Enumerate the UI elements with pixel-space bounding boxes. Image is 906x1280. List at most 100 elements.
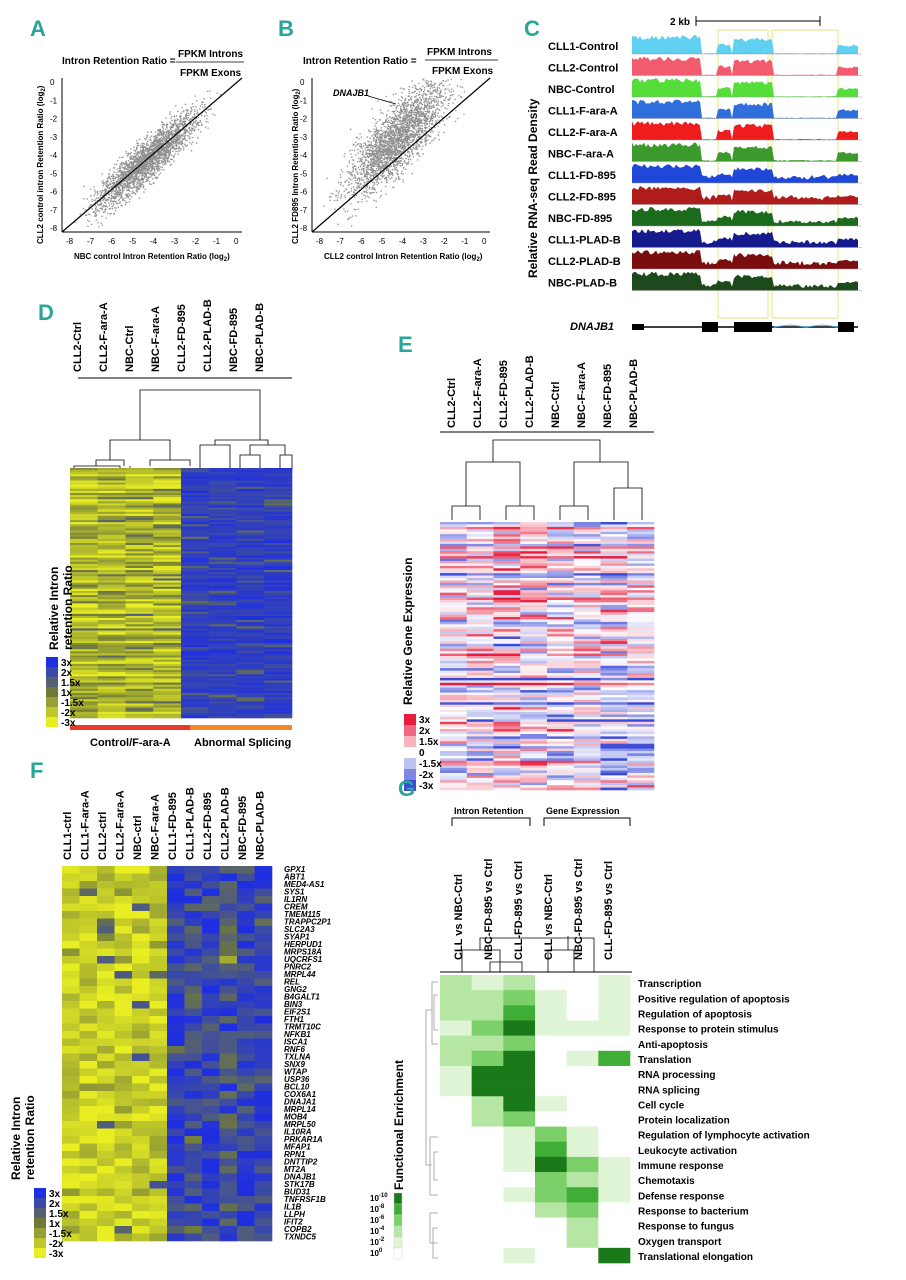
scatter-point — [163, 132, 165, 134]
scatter-point — [434, 101, 436, 103]
scatter-point — [130, 177, 132, 179]
scatter-point — [184, 123, 187, 126]
scatter-point — [424, 116, 426, 119]
scatter-point — [157, 132, 159, 134]
scatter-point — [107, 177, 109, 179]
scatter-point — [364, 164, 366, 167]
scatter-point — [188, 119, 190, 122]
scatter-point — [109, 213, 111, 215]
scatter-point — [423, 133, 425, 135]
scatter-point — [132, 183, 134, 185]
scatter-point — [169, 111, 171, 113]
scatter-point — [153, 150, 156, 153]
scatter-point — [142, 183, 144, 186]
scatter-point — [357, 143, 359, 145]
scatter-point — [163, 138, 165, 140]
scatter-point — [370, 147, 372, 149]
scatter-point — [366, 171, 368, 173]
scatter-point — [355, 181, 357, 184]
scatter-point — [427, 82, 429, 85]
scatter-point — [105, 208, 107, 210]
scatter-point — [149, 136, 152, 138]
scatter-point — [155, 166, 157, 168]
scatter-point — [400, 119, 402, 122]
scatter-point — [161, 140, 163, 142]
panel-b-scatter — [311, 77, 491, 233]
scatter-point — [409, 105, 412, 107]
scatter-point — [408, 129, 410, 131]
scatter-point — [366, 154, 368, 157]
scatter-point — [153, 136, 155, 138]
scatter-point — [173, 138, 175, 140]
scatter-point — [153, 149, 155, 151]
scatter-point — [94, 212, 96, 214]
scatter-point — [161, 160, 164, 162]
scatter-point — [147, 172, 149, 174]
scatter-point — [360, 146, 362, 148]
scatter-point — [150, 166, 152, 168]
scatter-point — [382, 123, 384, 126]
scatter-point — [179, 135, 181, 137]
scatter-point — [139, 178, 141, 181]
scatter-point — [393, 156, 395, 158]
scatter-point — [411, 136, 413, 138]
scatter-point — [152, 161, 154, 163]
scatter-point — [116, 191, 118, 193]
scatter-point — [389, 145, 392, 147]
scatter-point — [129, 171, 131, 173]
scatter-point — [389, 105, 391, 107]
scatter-point — [212, 113, 214, 115]
scatter-point — [130, 173, 132, 175]
scatter-point — [128, 170, 131, 172]
scatter-point — [404, 100, 406, 102]
scatter-point — [372, 165, 375, 168]
scatter-point — [116, 174, 119, 176]
scatter-point — [385, 178, 388, 180]
scatter-point — [358, 178, 361, 180]
scatter-point — [405, 134, 407, 136]
scatter-point — [206, 118, 208, 120]
scatter-point — [194, 110, 196, 113]
scatter-point — [124, 163, 126, 165]
scatter-point — [119, 156, 121, 159]
scatter-point — [132, 173, 134, 176]
scatter-point — [380, 170, 382, 172]
scatter-point — [404, 108, 406, 110]
scatter-point — [385, 168, 387, 170]
scatter-point — [410, 99, 412, 101]
scatter-point — [196, 123, 198, 125]
scatter-point — [392, 173, 394, 175]
scatter-point — [163, 150, 165, 152]
scatter-point — [200, 114, 203, 116]
scatter-point — [144, 188, 146, 190]
scatter-point — [167, 150, 169, 152]
scatter-point — [380, 194, 382, 197]
scatter-point — [142, 148, 144, 150]
scatter-point — [412, 116, 414, 119]
scatter-point — [404, 144, 406, 147]
scatter-point — [438, 87, 441, 89]
scatter-point — [134, 177, 137, 179]
scatter-point — [408, 156, 411, 158]
scatter-point — [435, 99, 437, 101]
scatter-point — [139, 172, 141, 174]
scatter-point — [424, 120, 426, 122]
scatter-point — [190, 108, 192, 110]
scatter-point — [361, 179, 364, 181]
scatter-point — [165, 155, 167, 157]
scatter-point — [363, 191, 365, 193]
scatter-point — [88, 220, 90, 223]
scatter-point — [142, 149, 145, 151]
scatter-point — [202, 106, 204, 108]
scatter-point — [402, 113, 404, 115]
scatter-point — [117, 195, 119, 197]
scatter-point — [436, 88, 438, 90]
scatter-point — [388, 132, 390, 134]
scatter-point — [184, 130, 186, 132]
scatter-point — [143, 166, 145, 168]
scatter-point — [374, 171, 376, 174]
scatter-point — [381, 135, 383, 137]
scatter-point — [397, 102, 400, 104]
scatter-point — [118, 175, 120, 177]
scatter-point — [379, 163, 381, 165]
